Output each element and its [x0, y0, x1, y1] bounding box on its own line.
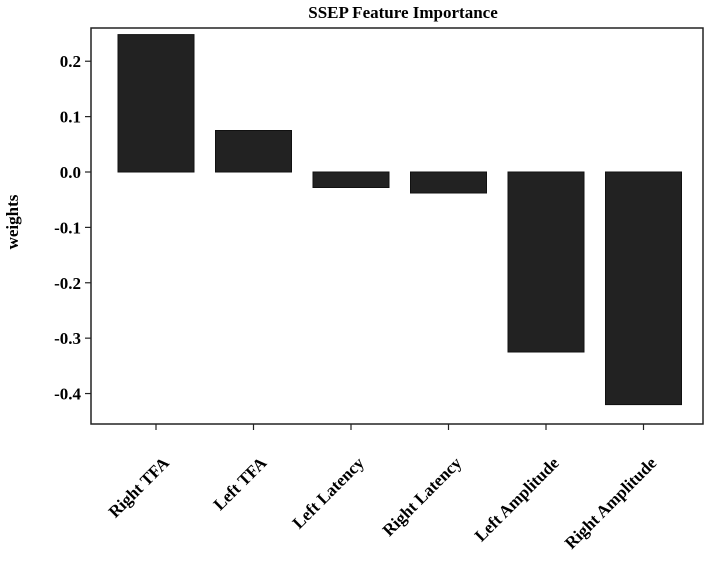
bar-right-amplitude — [605, 171, 682, 406]
bar-right-tfa — [117, 34, 195, 173]
x-tick-label: Right Amplitude — [561, 453, 661, 553]
y-tick-label: 0.0 — [60, 163, 81, 182]
y-tick-label: -0.3 — [54, 329, 81, 348]
bar-right-latency — [410, 171, 487, 194]
y-axis-ticks: 0.2 0.1 0.0 -0.1 -0.2 -0.3 -0.4 — [54, 52, 91, 404]
chart-title: SSEP Feature Importance — [308, 3, 498, 22]
x-tick-label: Left Latency — [289, 453, 369, 533]
x-tick-label: Right TFA — [105, 453, 174, 522]
bar-left-latency — [312, 171, 390, 188]
bars — [117, 34, 682, 406]
x-tick-label: Right Latency — [379, 453, 466, 540]
y-axis-label: weights — [3, 194, 22, 249]
y-tick-label: -0.4 — [54, 385, 81, 404]
y-tick-label: 0.2 — [60, 52, 81, 71]
y-tick-label: 0.1 — [60, 108, 81, 127]
bar-left-amplitude — [507, 171, 585, 353]
y-tick-label: -0.2 — [54, 274, 81, 293]
plot-frame — [90, 27, 704, 425]
bar-left-tfa — [215, 130, 292, 173]
x-tick-label: Left TFA — [210, 453, 271, 514]
x-axis-ticks: Right TFA Left TFA Left Latency Right Laten… — [105, 424, 661, 553]
y-tick-label: -0.1 — [54, 218, 81, 237]
x-tick-label: Left Amplitude — [471, 453, 563, 545]
